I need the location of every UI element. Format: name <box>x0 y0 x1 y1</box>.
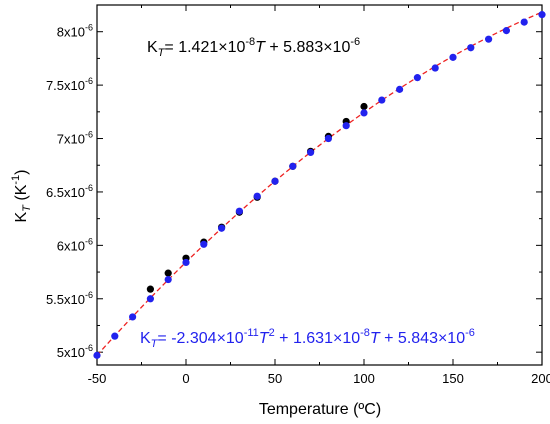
y-tick-label: 8x10-6 <box>57 23 93 40</box>
fitted-point <box>182 258 190 267</box>
eq1-coef2: + 5.883×10 <box>265 39 351 56</box>
eq2-coef2: + 1.631×10 <box>275 330 361 347</box>
fitted-point <box>218 224 226 232</box>
x-tick-label: 150 <box>442 371 464 386</box>
fitted-point <box>200 240 208 248</box>
y-tick-label: 7.5x10-6 <box>46 76 93 93</box>
y-tick-label-mantissa: 5.5x10 <box>46 292 85 307</box>
measured-point <box>360 102 368 111</box>
eq2-sub: T <box>151 338 159 350</box>
fitted-point <box>431 64 439 72</box>
y-tick-label: 5x10-6 <box>57 343 93 360</box>
x-tick-label: -50 <box>88 371 107 386</box>
y-tick-label: 5.5x10-6 <box>46 290 93 307</box>
y-axis-label-sup: -1 <box>10 175 22 185</box>
fitted-point <box>396 85 404 93</box>
linear-fit-equation: KT= 1.421×10-8T + 5.883×10-6 <box>147 36 360 59</box>
fitted-point <box>271 177 279 185</box>
y-axis-label-end: ) <box>13 170 30 175</box>
y-tick-label-exponent: -6 <box>85 343 93 353</box>
y-tick-label-mantissa: 7.5x10 <box>46 78 85 93</box>
eq2-coef3: + 5.843×10 <box>380 330 466 347</box>
fitted-point <box>111 332 119 340</box>
data-points <box>93 11 546 359</box>
x-tick-label: 200 <box>531 371 550 386</box>
fitted-point <box>253 192 261 200</box>
fitted-point <box>235 207 243 215</box>
fitted-point <box>146 295 154 303</box>
x-tick-label: 0 <box>182 371 189 386</box>
y-tick-label-mantissa: 5x10 <box>57 345 85 360</box>
eq2-exp3: -6 <box>465 327 475 339</box>
eq1-exp2: -6 <box>350 36 360 48</box>
eq2-exp1: -11 <box>244 327 259 339</box>
quadratic-fit-equation: KT= -2.304×10-11T2 + 1.631×10-8T + 5.843… <box>140 327 475 350</box>
fitted-point <box>129 313 137 321</box>
eq1-coef1: = 1.421×10 <box>164 39 245 56</box>
y-tick-label: 7x10-6 <box>57 130 93 147</box>
x-axis-ticks: -50 0 50 100 150 200 <box>88 5 550 386</box>
fitted-point <box>164 275 172 284</box>
y-axis-ticks: 5x10-65.5x10-66x10-66.5x10-67x10-67.5x10… <box>46 23 542 360</box>
y-tick-label-exponent: -6 <box>85 183 93 193</box>
y-axis-label-mid: (K <box>13 184 30 205</box>
eq1-var: T <box>255 39 266 56</box>
eq2-k: K <box>140 330 151 347</box>
fitted-point <box>502 27 510 35</box>
y-tick-label-exponent: -6 <box>85 290 93 300</box>
y-axis-label-sub: T <box>21 204 33 212</box>
fitted-point <box>520 18 528 26</box>
y-tick-label: 6x10-6 <box>57 236 93 253</box>
eq2-exp2: -8 <box>360 327 370 339</box>
y-axis-label-base: K <box>13 211 30 222</box>
y-tick-label-mantissa: 7x10 <box>57 132 85 147</box>
eq1-sub: T <box>158 47 166 59</box>
fitted-point <box>378 96 386 104</box>
fitted-point <box>289 162 297 170</box>
eq1-exp1: -8 <box>245 36 255 48</box>
y-tick-label-exponent: -6 <box>85 76 93 86</box>
y-tick-label: 6.5x10-6 <box>46 183 93 200</box>
y-axis-label: KT (K-1) <box>10 170 33 223</box>
fitted-point <box>467 44 475 52</box>
fitted-point <box>307 148 315 157</box>
measured-point <box>146 285 154 293</box>
y-tick-label-exponent: -6 <box>85 130 93 140</box>
y-tick-label-exponent: -6 <box>85 236 93 246</box>
y-tick-label-mantissa: 6x10 <box>57 238 85 253</box>
fitted-point <box>449 53 457 61</box>
eq1-k: K <box>147 39 158 56</box>
fitted-point <box>538 11 546 19</box>
x-axis-label: Temperature (ºC) <box>259 401 381 418</box>
measured-point <box>164 269 172 277</box>
eq2-coef1: = -2.304×10 <box>157 330 243 347</box>
fitted-point <box>485 35 493 43</box>
fitted-point <box>324 134 332 143</box>
eq2-var2: T <box>370 330 381 347</box>
fitted-point <box>360 109 368 117</box>
x-tick-label: 50 <box>268 371 282 386</box>
y-tick-label-exponent: -6 <box>85 23 93 33</box>
eq2-var1: T <box>259 330 270 347</box>
fitted-point <box>413 74 421 82</box>
y-tick-label-mantissa: 6.5x10 <box>46 185 85 200</box>
fitted-point <box>342 122 350 130</box>
fitted-point <box>93 351 101 359</box>
y-tick-label-mantissa: 8x10 <box>57 25 85 40</box>
x-tick-label: 100 <box>353 371 375 386</box>
eq2-pow: 2 <box>269 327 275 339</box>
